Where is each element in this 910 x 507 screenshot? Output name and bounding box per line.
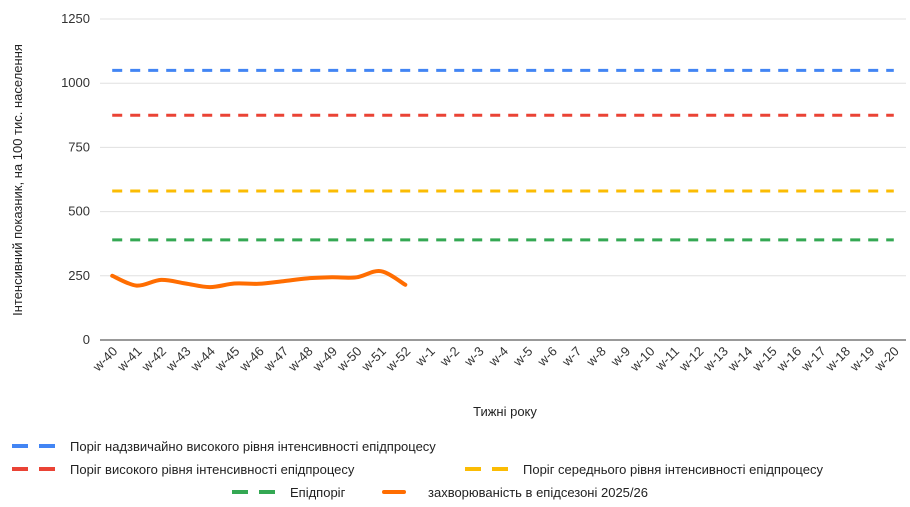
y-tick-labels: 0 250 500 750 1000 1250 [61, 11, 90, 347]
threshold-lines [112, 68, 894, 242]
x-tick-label: w-1 [412, 344, 438, 370]
x-tick-label: w-19 [846, 344, 877, 375]
x-tick-label: w-49 [309, 344, 340, 375]
y-tick-label: 1250 [61, 11, 90, 26]
legend-label: Епідпоріг [290, 485, 346, 500]
x-tick-label: w-8 [583, 344, 609, 370]
legend-item: Поріг високого рівня інтенсивності епідп… [12, 462, 355, 477]
x-tick-label: w-50 [333, 344, 364, 375]
x-tick-label: w-7 [558, 344, 584, 370]
x-tick-label: w-4 [485, 344, 511, 370]
grid [100, 18, 906, 341]
legend-item: Поріг надзвичайно високого рівня інтенси… [12, 439, 436, 454]
x-tick-label: w-44 [187, 344, 218, 375]
x-tick-label: w-14 [724, 344, 755, 375]
x-tick-label: w-2 [436, 344, 462, 370]
legend-label: Поріг середнього рівня інтенсивності епі… [523, 462, 823, 477]
y-tick-label: 250 [68, 268, 90, 283]
legend-item: Епідпоріг [232, 485, 346, 500]
y-tick-label: 500 [68, 204, 90, 219]
legend-label: Поріг високого рівня інтенсивності епідп… [70, 462, 355, 477]
x-axis-title: Тижні року [473, 404, 537, 419]
x-tick-label: w-45 [211, 344, 242, 375]
x-tick-labels: w-40w-41w-42w-43w-44w-45w-46w-47w-48w-49… [89, 344, 902, 375]
series-line [110, 269, 408, 290]
x-tick-label: w-13 [700, 344, 731, 375]
legend-label: захворюваність в епідсезоні 2025/26 [428, 485, 648, 500]
series-lines [110, 269, 408, 290]
legend-label: Поріг надзвичайно високого рівня інтенси… [70, 439, 436, 454]
x-tick-label: w-40 [89, 344, 120, 375]
y-tick-label: 750 [68, 139, 90, 154]
x-tick-label: w-41 [114, 344, 145, 375]
y-axis-title: Інтенсивний показник, на 100 тис. населе… [10, 44, 25, 316]
x-tick-label: w-6 [534, 344, 560, 370]
x-tick-label: w-52 [382, 344, 413, 375]
x-tick-label: w-10 [626, 344, 657, 375]
x-tick-label: w-12 [675, 344, 706, 375]
x-tick-label: w-48 [284, 344, 315, 375]
x-tick-label: w-43 [162, 344, 193, 375]
x-tick-label: w-17 [797, 344, 828, 375]
legend-item: захворюваність в епідсезоні 2025/26 [382, 485, 648, 500]
legend-item: Поріг середнього рівня інтенсивності епі… [465, 462, 823, 477]
x-tick-label: w-46 [236, 344, 267, 375]
x-tick-label: w-20 [871, 344, 902, 375]
y-tick-label: 0 [83, 332, 90, 347]
x-tick-label: w-16 [773, 344, 804, 375]
x-tick-label: w-5 [509, 344, 535, 370]
x-tick-label: w-42 [138, 344, 169, 375]
y-tick-label: 1000 [61, 75, 90, 90]
x-tick-label: w-51 [358, 344, 389, 375]
x-tick-label: w-47 [260, 344, 291, 375]
x-tick-label: w-11 [652, 344, 683, 375]
legend: Поріг надзвичайно високого рівня інтенси… [12, 439, 823, 500]
x-tick-label: w-18 [822, 344, 853, 375]
x-tick-label: w-15 [749, 344, 780, 375]
x-tick-label: w-3 [461, 344, 487, 370]
